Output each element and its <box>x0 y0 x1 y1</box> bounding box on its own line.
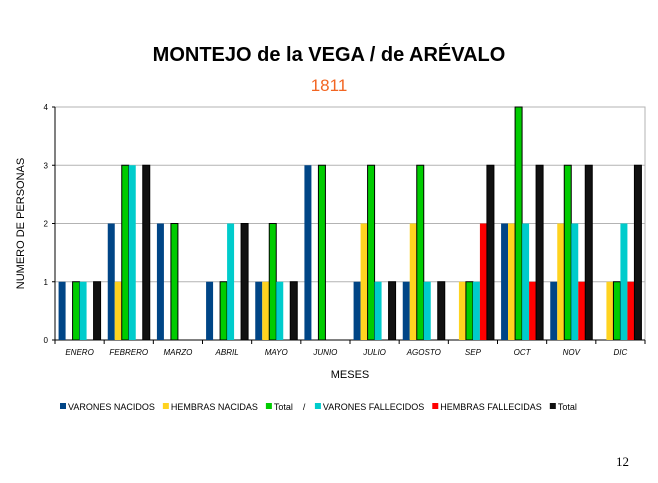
x-tick-label: DIC <box>614 348 628 357</box>
page-number: 12 <box>616 454 629 469</box>
bar <box>557 223 565 340</box>
bar <box>114 281 122 340</box>
legend-label: Total <box>558 402 577 412</box>
legend-label: VARONES FALLECIDOS <box>323 402 424 412</box>
x-tick-label: OCT <box>514 348 532 357</box>
x-tick-label: MAYO <box>265 348 288 357</box>
x-tick-label: JUNIO <box>312 348 337 357</box>
bar <box>93 281 102 341</box>
bar <box>206 281 214 340</box>
bar <box>578 281 586 340</box>
bar <box>606 281 614 340</box>
bar <box>374 281 382 340</box>
bar <box>388 281 397 341</box>
bar <box>317 164 326 341</box>
bar <box>627 281 635 340</box>
legend-swatch <box>549 403 556 409</box>
bar <box>255 281 263 340</box>
x-tick-label: FEBRERO <box>109 348 148 357</box>
x-tick-label: JULIO <box>362 348 386 357</box>
x-tick-label: AGOSTO <box>406 348 441 357</box>
legend-swatch <box>162 403 169 409</box>
bar <box>268 223 277 341</box>
y-tick-label: 3 <box>44 161 49 170</box>
x-tick-label: ABRIL <box>215 348 239 357</box>
bar <box>128 165 136 340</box>
bar <box>612 281 621 341</box>
bar <box>563 164 572 341</box>
bar <box>276 281 284 340</box>
legend-swatch <box>432 403 439 409</box>
legend-label: HEMBRAS FALLECIDAS <box>440 402 542 412</box>
bar <box>79 281 87 340</box>
legend-label: HEMBRAS NACIDAS <box>171 402 258 412</box>
bar <box>522 223 530 340</box>
bar <box>219 281 228 341</box>
bar <box>289 281 298 341</box>
bar <box>423 281 431 340</box>
x-axis-label: MESES <box>331 369 370 381</box>
chart-title: MONTEJO de la VEGA / de ARÉVALO <box>152 44 506 66</box>
bar <box>550 281 558 340</box>
legend-label: VARONES NACIDOS <box>68 402 155 412</box>
bar <box>409 223 417 340</box>
bar <box>571 223 579 340</box>
legend-swatch <box>314 403 321 409</box>
bar <box>620 223 628 340</box>
bar <box>514 106 523 341</box>
bar <box>529 281 537 340</box>
bar <box>402 281 410 340</box>
legend-swatch <box>265 403 272 409</box>
bar <box>472 281 480 340</box>
x-tick-label: NOV <box>563 348 581 357</box>
bar <box>465 281 474 341</box>
bar <box>535 164 544 341</box>
bar <box>156 223 164 340</box>
y-tick-label: 0 <box>44 336 49 345</box>
bar <box>584 164 593 341</box>
bar <box>304 165 312 340</box>
bar <box>437 281 446 341</box>
bar <box>240 223 249 341</box>
y-tick-label: 4 <box>44 103 49 112</box>
chart-subtitle: 1811 <box>310 76 348 95</box>
y-tick-label: 2 <box>44 220 49 229</box>
bar <box>416 164 425 341</box>
bar <box>72 281 81 341</box>
bar <box>479 223 487 340</box>
x-tick-label: MARZO <box>163 348 192 357</box>
y-tick-label: 1 <box>44 278 49 287</box>
bar <box>107 223 115 340</box>
bar <box>501 223 509 340</box>
x-tick-label: SEP <box>465 348 482 357</box>
bar <box>121 164 130 341</box>
bar <box>353 281 361 340</box>
bar <box>58 281 66 340</box>
bar <box>170 223 179 341</box>
bar <box>360 223 368 340</box>
legend-label: Total <box>274 402 293 412</box>
bar <box>508 223 516 340</box>
y-axis-label: NUMERO DE PERSONAS <box>15 158 27 289</box>
bar <box>142 164 151 341</box>
legend-swatch <box>60 403 66 409</box>
bar <box>633 164 642 341</box>
bar <box>486 164 495 341</box>
bar <box>458 281 466 340</box>
bar <box>367 164 376 341</box>
legend-separator: / <box>303 402 306 412</box>
bar <box>262 281 270 340</box>
x-tick-label: ENERO <box>65 348 93 357</box>
bar <box>227 223 235 340</box>
